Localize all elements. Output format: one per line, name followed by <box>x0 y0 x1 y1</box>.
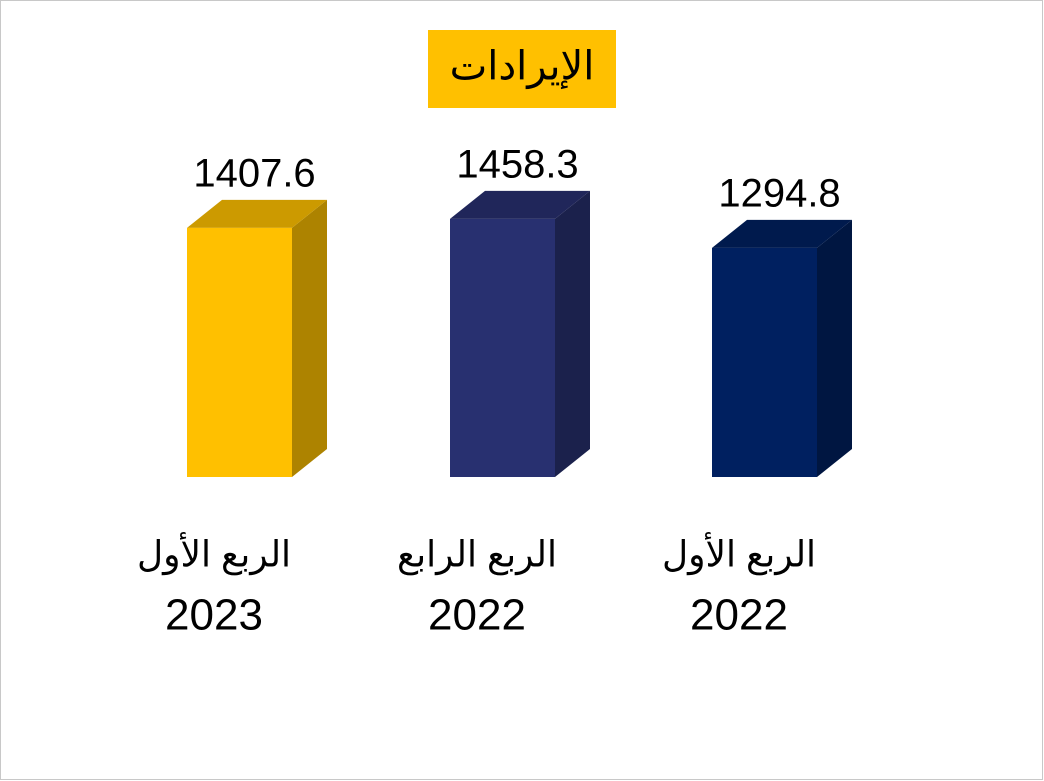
bar-top <box>450 190 590 219</box>
bar <box>712 247 817 477</box>
x-tick-label: الربع الرابع <box>397 534 557 576</box>
bar-side <box>292 199 327 477</box>
title-box <box>428 30 616 108</box>
x-tick-label: 2022 <box>428 591 526 640</box>
value-label: 1407.6 <box>193 151 315 195</box>
bar-top <box>712 219 852 248</box>
value-label: 1458.3 <box>456 142 578 186</box>
x-tick-label: 2022 <box>690 591 788 640</box>
bar-side <box>817 219 852 477</box>
bar <box>450 218 555 477</box>
bar-top <box>187 199 327 228</box>
x-tick-label: الربع الأول <box>137 532 291 576</box>
x-tick-label: الربع الأول <box>662 532 816 576</box>
chart-title: الإيرادات <box>450 45 595 90</box>
bar <box>187 227 292 477</box>
bar-side <box>555 190 590 477</box>
x-tick-label: 2023 <box>165 591 263 640</box>
value-label: 1294.8 <box>718 171 840 215</box>
